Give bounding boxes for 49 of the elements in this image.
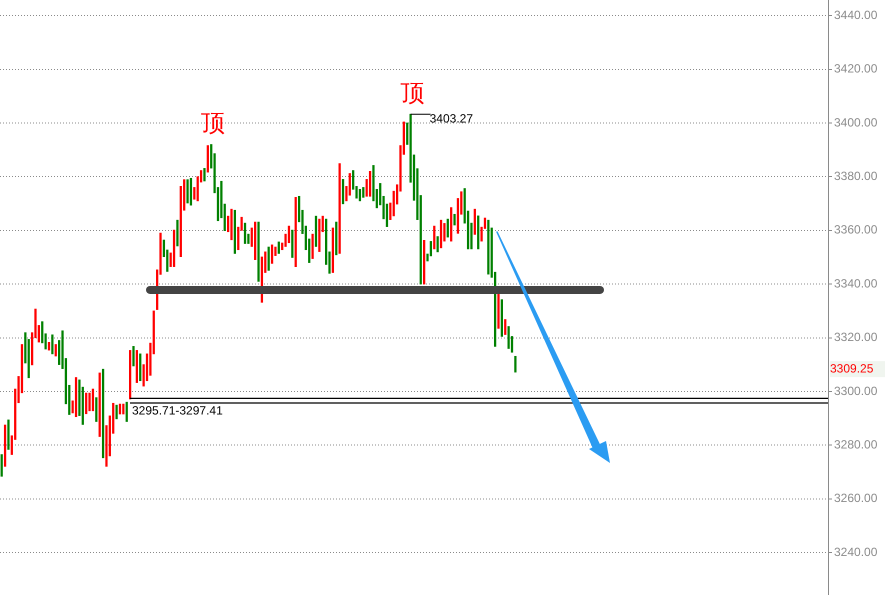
y-tick-label: 3340.00	[834, 276, 878, 290]
y-tick-label: 3360.00	[834, 222, 878, 237]
candlestick	[85, 392, 88, 414]
y-tick-label: 3440.00	[834, 8, 878, 22]
candlestick	[126, 402, 128, 422]
y-tick-label: 3380.00	[834, 169, 878, 184]
candlestick	[487, 220, 490, 274]
y-tick-label: 3320.00	[834, 330, 878, 344]
y-tick-label: 3260.00	[834, 491, 878, 506]
y-tick-label: 3240.00	[834, 544, 878, 559]
candlestick	[338, 163, 341, 254]
candlestick	[500, 299, 503, 337]
candlestick	[0, 454, 3, 477]
annotation: 3403.27	[430, 112, 474, 126]
candlestick	[98, 372, 101, 437]
candlestick	[474, 208, 476, 235]
y-tick-label: 3300.00	[834, 384, 878, 398]
candlestick	[54, 344, 57, 356]
y-tick-label: 3400.00	[834, 115, 878, 130]
candlestick	[139, 354, 142, 382]
candlestick	[122, 404, 124, 414]
candlestick	[278, 242, 280, 254]
candlestick	[362, 187, 364, 198]
candlestick	[504, 319, 506, 335]
candlestick	[291, 230, 294, 258]
candlestick	[294, 197, 297, 267]
candlestick	[450, 207, 452, 242]
candlestick	[203, 168, 206, 182]
candlestick	[508, 326, 510, 349]
ref-line-label: 3295.71-3297.41	[132, 403, 224, 418]
candlestick	[477, 216, 480, 250]
candlestick	[436, 236, 439, 252]
candlestick	[118, 404, 122, 414]
y-tick-label: 3280.00	[834, 437, 878, 452]
candlestick	[318, 218, 320, 252]
candlestick	[335, 222, 338, 256]
candlestick	[136, 350, 138, 383]
candlestick	[423, 240, 426, 284]
candlestick	[433, 226, 436, 250]
annotation: 顶	[201, 110, 226, 138]
candlestick	[268, 246, 270, 271]
candlestick	[206, 145, 209, 172]
y-tick-label: 3420.00	[834, 62, 878, 76]
candlestick	[254, 222, 256, 260]
candlestick	[446, 218, 449, 238]
candlestick	[95, 397, 98, 422]
text: 3309.25	[830, 361, 874, 376]
annotation: 顶	[400, 80, 425, 107]
candlestick	[132, 346, 135, 366]
